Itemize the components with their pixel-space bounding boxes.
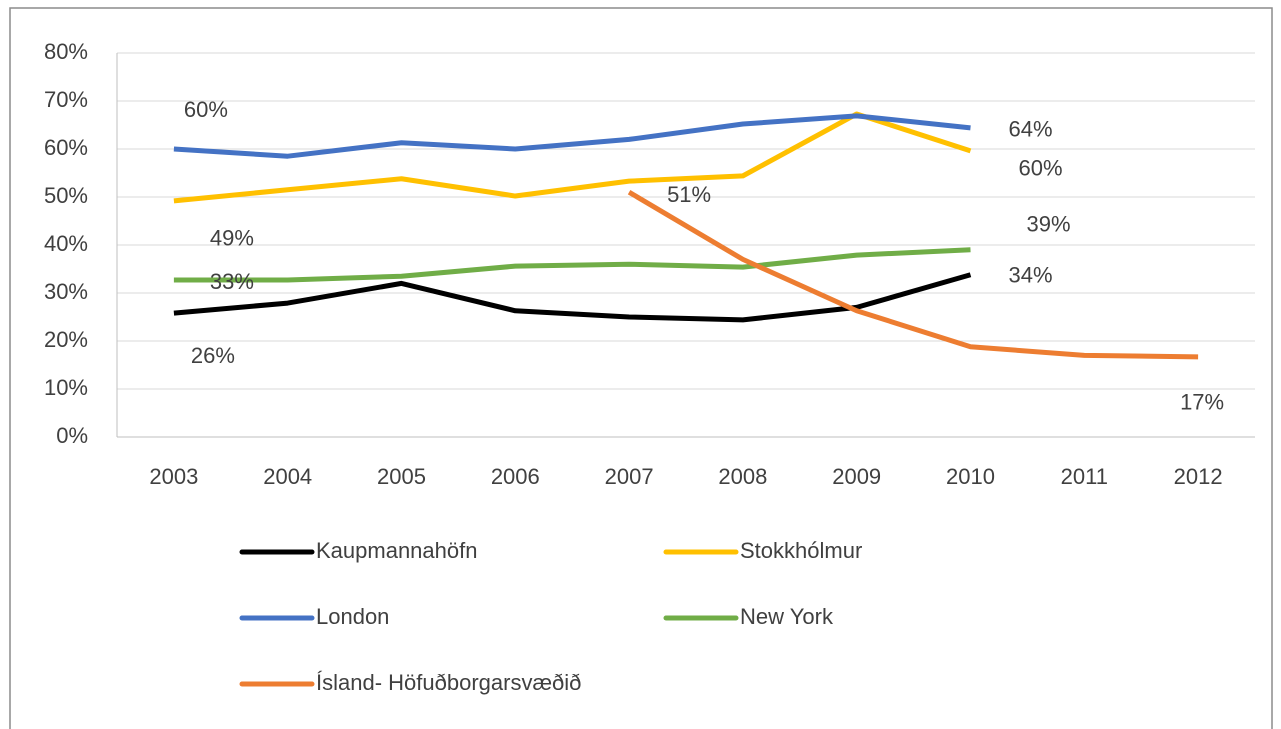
legend-label: Kaupmannahöfn (316, 538, 477, 563)
data-label: 60% (184, 97, 228, 122)
series-line (173, 111, 972, 204)
x-tick-label: 2003 (149, 464, 198, 489)
legend-label: New York (740, 604, 834, 629)
y-tick-label: 50% (44, 183, 88, 208)
data-label: 49% (210, 226, 254, 251)
series-line (173, 272, 972, 323)
data-label: 39% (1026, 212, 1070, 237)
y-tick-label: 0% (56, 423, 88, 448)
series-line (173, 247, 971, 283)
data-label: 26% (191, 343, 235, 368)
x-tick-label: 2012 (1174, 464, 1223, 489)
legend-label: Ísland- Höfuðborgarsvæðið (316, 670, 581, 695)
y-tick-label: 10% (44, 375, 88, 400)
legend-label: Stokkhólmur (740, 538, 862, 563)
data-label: 34% (1008, 263, 1052, 288)
y-tick-label: 20% (44, 327, 88, 352)
x-tick-label: 2004 (263, 464, 312, 489)
y-tick-label: 40% (44, 231, 88, 256)
y-tick-label: 30% (44, 279, 88, 304)
x-tick-label: 2010 (946, 464, 995, 489)
data-label: 60% (1018, 156, 1062, 181)
legend-label: London (316, 604, 389, 629)
x-tick-label: 2007 (605, 464, 654, 489)
x-tick-label: 2006 (491, 464, 540, 489)
data-label: 33% (210, 269, 254, 294)
y-tick-label: 80% (44, 39, 88, 64)
data-label: 64% (1008, 117, 1052, 142)
y-tick-label: 60% (44, 135, 88, 160)
series-line (173, 113, 971, 159)
series-line (627, 190, 1199, 360)
x-tick-label: 2005 (377, 464, 426, 489)
data-label: 17% (1180, 390, 1224, 415)
data-label: 51% (667, 182, 711, 207)
x-tick-label: 2009 (832, 464, 881, 489)
x-tick-label: 2008 (718, 464, 767, 489)
y-tick-label: 70% (44, 87, 88, 112)
chart-border (9, 7, 1273, 729)
x-tick-label: 2011 (1061, 464, 1108, 489)
